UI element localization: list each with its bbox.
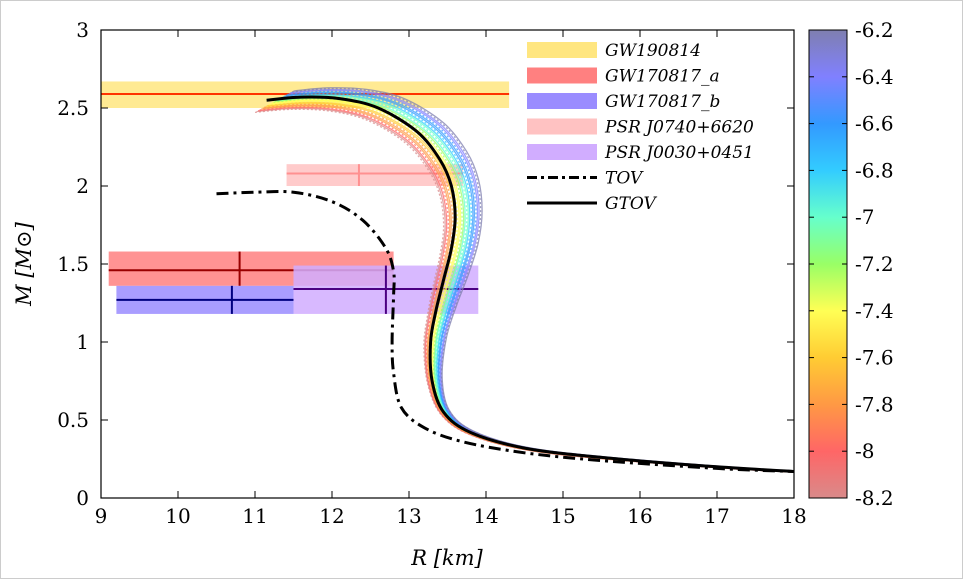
legend-item-gw170817-b: GW170817_b: [527, 92, 720, 112]
eos-curve: [259, 106, 794, 473]
x-tick-label: 13: [396, 504, 421, 528]
legend-swatch: [527, 118, 597, 135]
legend-item-psr-j0740-6620: PSR J0740+6620: [527, 118, 754, 138]
legend-swatch: [527, 67, 597, 84]
colorbar-tick-label: -7.4: [855, 299, 894, 323]
constraint-gw170817-b: [116, 285, 294, 314]
y-tick-label: 0.5: [57, 408, 89, 432]
legend-item-psr-j0030-0451: PSR J0030+0451: [527, 143, 754, 163]
colorbar-tick-label: -8.2: [855, 486, 894, 510]
legend-label: GW190814: [605, 41, 701, 61]
constraint-band: [286, 164, 463, 186]
legend-label: GTOV: [605, 194, 658, 214]
series-gtov: [266, 95, 794, 473]
legend-label: TOV: [605, 169, 644, 189]
y-tick-label: 3: [76, 18, 89, 42]
y-tick-label: 1.5: [57, 252, 89, 276]
x-tick-label: 14: [473, 504, 498, 528]
legend-swatch: [527, 42, 597, 58]
eos-curve: [268, 100, 794, 473]
y-tick-label: 2.5: [57, 96, 89, 120]
colorbar-tick-label: -6.6: [855, 112, 894, 136]
colorbar-tick-label: -6.8: [855, 158, 894, 182]
colorbar-tick-label: -7.6: [855, 346, 894, 370]
colorbar-tick-label: -7.2: [855, 252, 894, 276]
colorbar-tick-label: -8: [855, 439, 874, 463]
y-tick-label: 0: [76, 486, 89, 510]
x-tick-label: 10: [165, 504, 190, 528]
eos-curve: [254, 108, 794, 473]
eos-curve: [282, 93, 794, 472]
legend-item-gw190814: GW190814: [527, 41, 701, 61]
x-tick-label: 18: [781, 504, 806, 528]
x-tick-label: 9: [95, 504, 108, 528]
legend-swatch: [527, 93, 597, 109]
colorbar-tick-label: -6.4: [855, 65, 894, 89]
colorbar-tick-label: -6.2: [855, 18, 894, 42]
y-tick-label: 1: [76, 330, 89, 354]
colorbar: [808, 29, 848, 499]
legend-swatch: [527, 144, 597, 160]
constraint-psr-j0740-6620: [286, 164, 463, 186]
series-tov: [216, 189, 794, 473]
x-axis-label: R [km]: [410, 546, 483, 570]
y-tick-label: 2: [76, 174, 89, 198]
legend-label: PSR J0030+0451: [604, 143, 754, 163]
y-axis-label: M [M⊙]: [12, 221, 36, 306]
colorbar-tick-label: -7.8: [855, 392, 894, 416]
legend-item-gw170817-a: GW170817_a: [527, 67, 720, 87]
x-tick-label: 11: [242, 504, 267, 528]
x-tick-label: 16: [627, 504, 652, 528]
legend-item-tov: TOV: [527, 169, 644, 189]
legend-label: PSR J0740+6620: [604, 118, 754, 138]
x-tick-label: 12: [319, 504, 344, 528]
x-tick-label: 17: [704, 504, 729, 528]
legend-item-gtov: GTOV: [527, 194, 658, 214]
x-tick-label: 15: [550, 504, 575, 528]
legend-label: GW170817_a: [605, 67, 720, 87]
colorbar-tick-label: -7: [855, 205, 874, 229]
legend-label: GW170817_b: [605, 92, 720, 112]
